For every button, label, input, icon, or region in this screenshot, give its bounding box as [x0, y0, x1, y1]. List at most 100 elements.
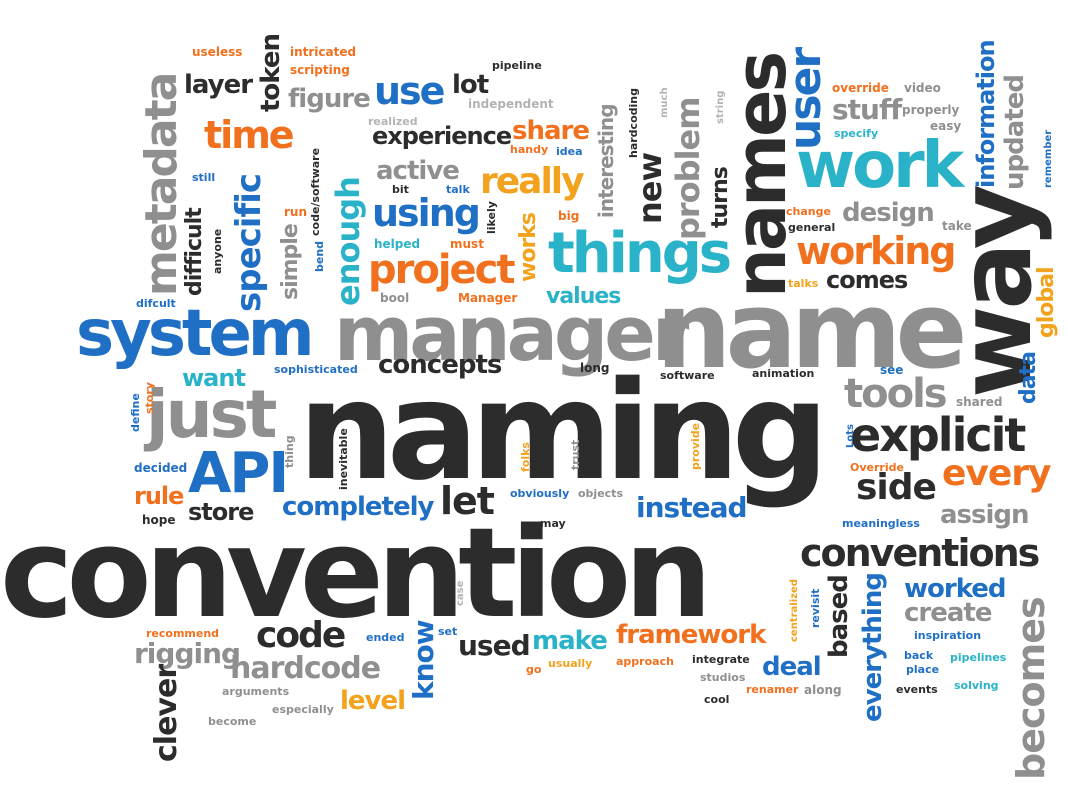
word: convention [0, 502, 712, 646]
word: layer [184, 70, 253, 100]
word: recommend [146, 627, 220, 640]
word: define [129, 393, 142, 432]
word: clever [149, 664, 184, 762]
word: difficult [182, 208, 207, 296]
word: useless [192, 45, 243, 59]
word: renamer [746, 683, 799, 696]
word: values [546, 284, 621, 309]
word: hardcode [230, 651, 381, 686]
word: video [904, 81, 941, 95]
word: approach [616, 655, 674, 668]
word: ended [366, 631, 405, 644]
word: used [458, 629, 531, 662]
word: simple [278, 224, 303, 300]
word: worked [904, 574, 1007, 604]
word: intricated [290, 45, 357, 59]
word: user [780, 48, 831, 150]
word: becomes [1009, 597, 1053, 780]
word: software [660, 369, 715, 382]
word: naming [298, 353, 829, 511]
word: anyone [211, 228, 224, 274]
word: place [906, 663, 940, 676]
word: works [516, 212, 541, 282]
word: decided [134, 461, 188, 475]
word: specific [229, 173, 269, 312]
word: experience [372, 122, 512, 150]
word: set [438, 625, 458, 638]
word: properly [902, 103, 960, 117]
word: integrate [692, 653, 750, 666]
word: usually [548, 657, 593, 670]
word: want [182, 364, 246, 392]
word: metadata [136, 73, 187, 296]
word: story [143, 382, 156, 414]
word: go [526, 663, 542, 676]
word: bit [392, 183, 409, 196]
word: specify [834, 127, 879, 140]
word: framework [616, 620, 766, 650]
word: really [480, 161, 585, 202]
word: meaningless [842, 517, 920, 530]
word: name [656, 269, 967, 392]
word: level [340, 686, 406, 716]
word: especially [272, 703, 334, 716]
word: string [715, 90, 726, 124]
word: explicit [850, 408, 1026, 462]
word: rigging [134, 637, 241, 670]
word: things [548, 221, 732, 286]
word: use [374, 69, 445, 113]
word: based [824, 575, 854, 658]
word: case [455, 580, 466, 606]
word: figure [288, 84, 371, 114]
word: global [1034, 267, 1059, 338]
word: work [796, 129, 964, 203]
word: store [188, 498, 254, 526]
word: let [440, 479, 495, 523]
word: just [146, 376, 277, 453]
word: talk [446, 183, 470, 196]
word: studios [700, 671, 746, 684]
word: scripting [290, 63, 350, 77]
word: difcult [136, 297, 176, 310]
word: know [407, 620, 440, 700]
word: design [842, 198, 935, 228]
word: turns [708, 167, 733, 228]
word: long [580, 361, 610, 375]
word: bend [313, 240, 326, 272]
word: talks [788, 277, 819, 290]
word: every [942, 453, 1052, 494]
word: working [796, 229, 957, 273]
word: enough [329, 177, 367, 306]
word: events [896, 683, 938, 696]
word: code/software [309, 147, 322, 236]
word: take [942, 219, 972, 233]
word: objects [578, 487, 623, 500]
word: animation [752, 367, 815, 380]
word: centralized [789, 579, 800, 642]
word: provide [689, 422, 702, 470]
word: manager [334, 289, 689, 378]
word: helped [374, 237, 421, 251]
word: trust [569, 439, 582, 470]
word: code [256, 615, 346, 656]
word: become [208, 715, 257, 728]
word: much [659, 87, 670, 118]
word: Manager [458, 291, 518, 305]
word: side [856, 467, 937, 508]
word: deal [762, 652, 822, 682]
word: stuff [832, 93, 902, 126]
word: change [786, 205, 831, 218]
word: arguments [222, 685, 290, 698]
word: inspiration [914, 629, 982, 642]
word: new [631, 152, 669, 224]
word: handy [510, 143, 549, 156]
word: completely [282, 492, 434, 522]
word: rule [134, 482, 184, 510]
word: shared [956, 395, 1003, 409]
word: general [788, 221, 836, 234]
word: see [880, 363, 904, 377]
word: conventions [800, 531, 1040, 575]
word: independent [468, 97, 554, 111]
word: big [558, 209, 580, 223]
